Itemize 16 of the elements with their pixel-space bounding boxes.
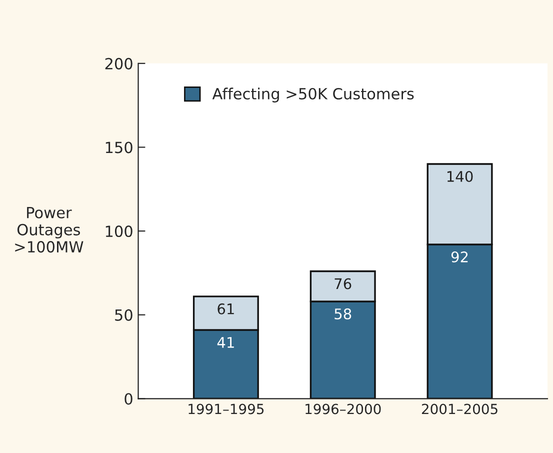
total-label: 76 — [334, 278, 352, 290]
y-tick-label: 50 — [115, 309, 132, 321]
data-label: 92 — [451, 251, 468, 262]
y-tick-label: 100 — [106, 225, 132, 238]
y-tick-label: 0 — [124, 393, 132, 405]
x-tick-label: 1991–1995 — [188, 404, 264, 414]
data-label: 58 — [334, 308, 352, 320]
y-axis-title: Power Outages >100MW — [15, 207, 84, 253]
y-tick-label: 150 — [106, 142, 132, 154]
data-label: 41 — [217, 337, 234, 348]
total-label: 61 — [218, 303, 234, 314]
total-label: 140 — [447, 170, 473, 182]
legend-label: Affecting >50K Customers — [212, 88, 414, 102]
x-tick-label: 1996–2000 — [306, 404, 381, 414]
x-tick-label: 2001–2005 — [422, 404, 498, 414]
y-tick-label: 200 — [105, 58, 132, 70]
